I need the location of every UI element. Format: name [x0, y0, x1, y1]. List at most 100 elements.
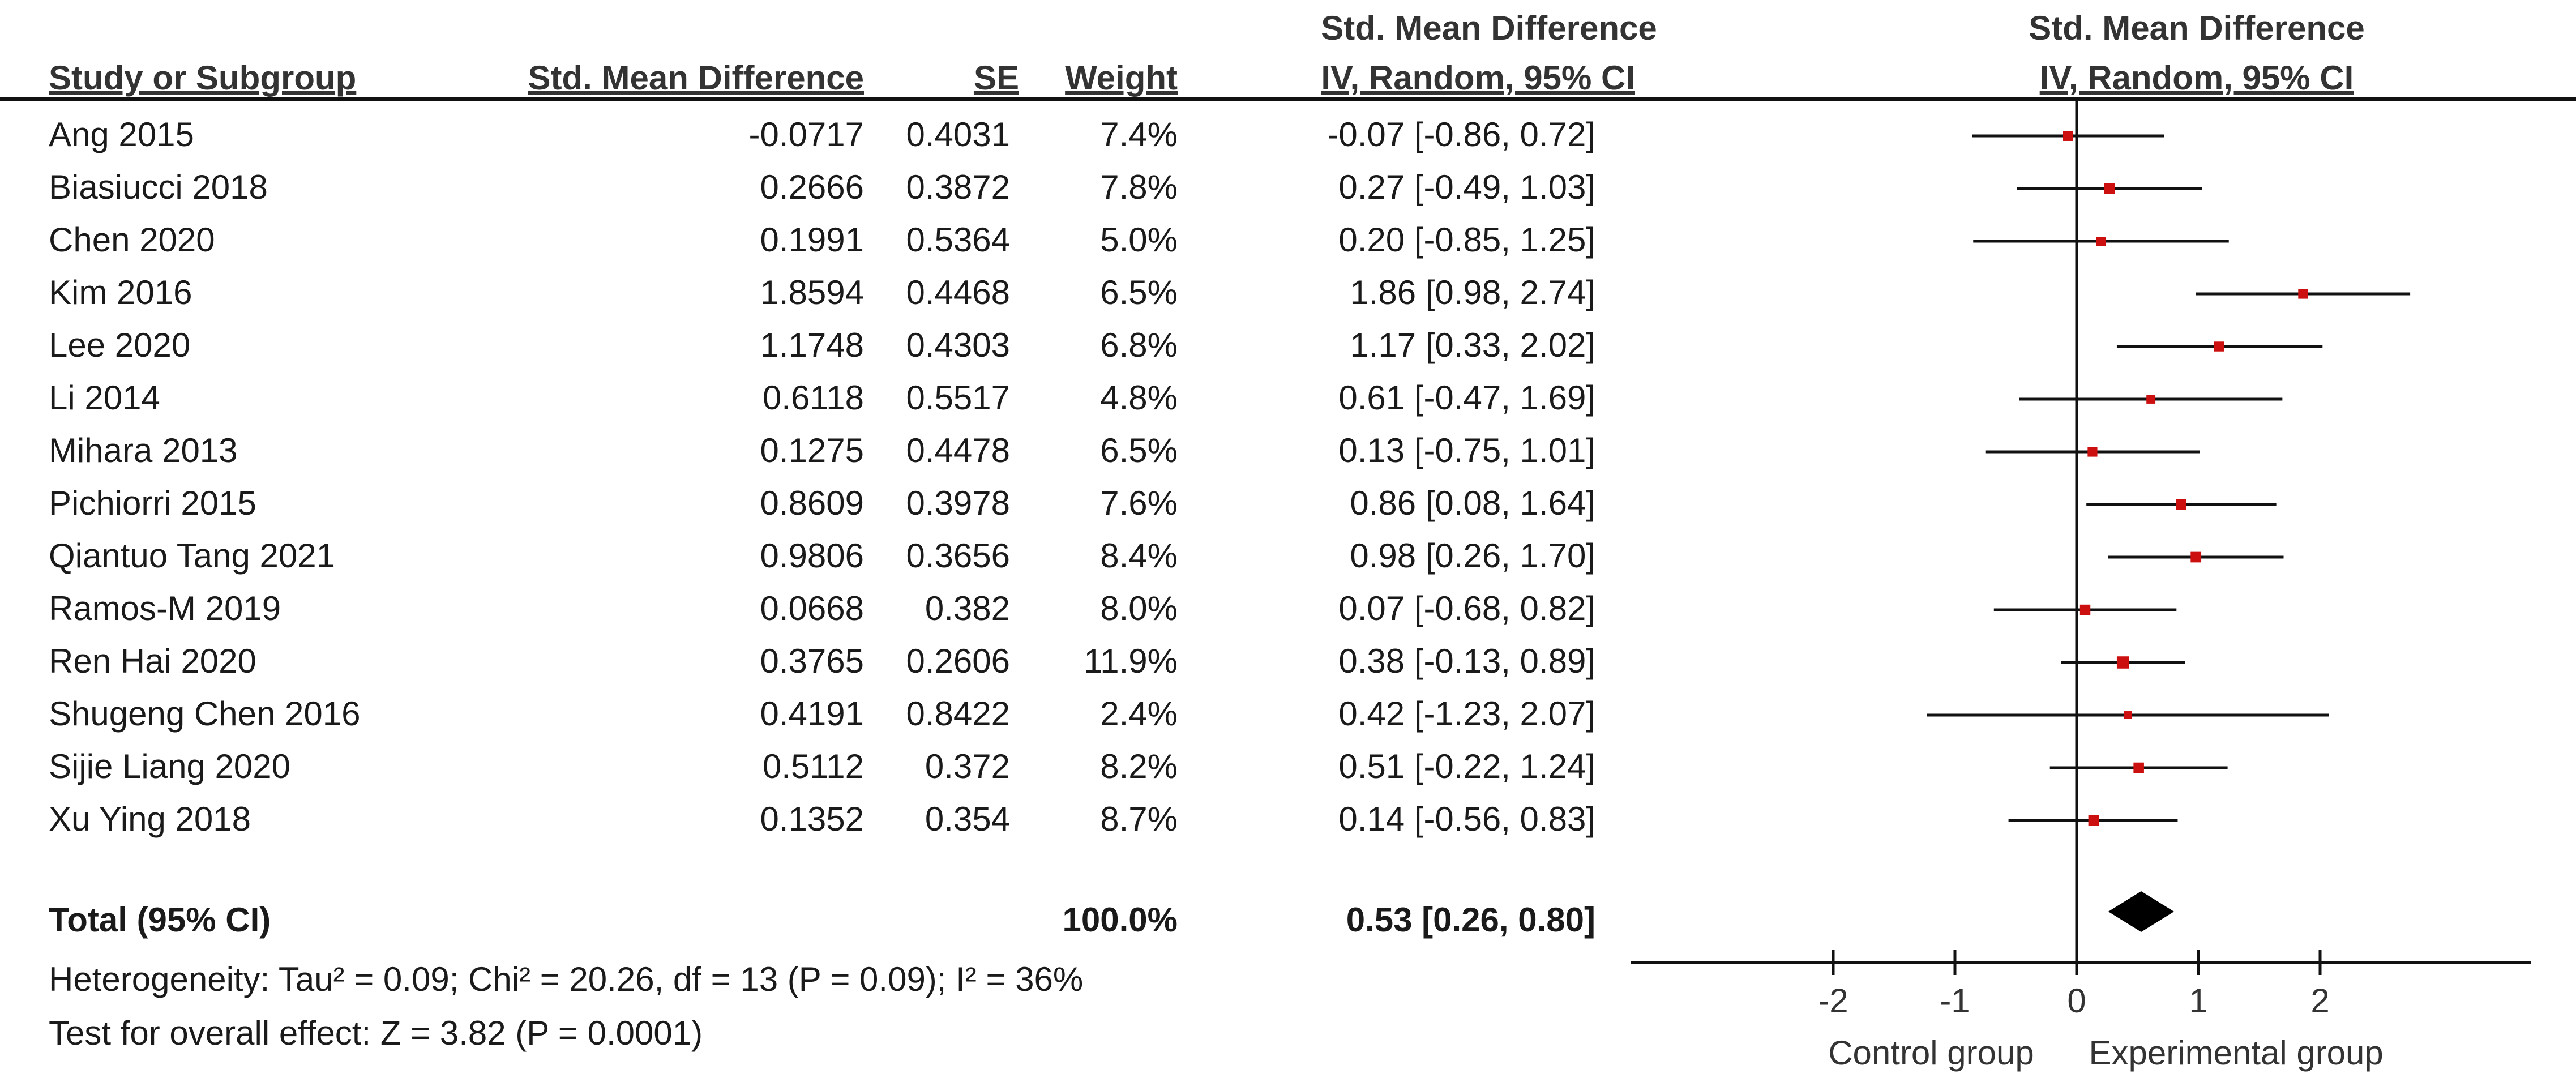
- effect-marker: [2214, 341, 2224, 352]
- col-header-study: Study or Subgroup: [49, 59, 357, 97]
- study-smd: 0.1275: [760, 431, 864, 469]
- study-weight: 7.4%: [1100, 116, 1178, 153]
- study-name: Ang 2015: [49, 116, 194, 153]
- col-header-weight: Weight: [1065, 59, 1178, 97]
- study-se: 0.4468: [906, 273, 1010, 311]
- study-smd: 0.6118: [762, 379, 864, 417]
- study-ci: 0.07 [-0.68, 0.82]: [1338, 589, 1595, 627]
- experimental-group-label: Experimental group: [2089, 1034, 2384, 1072]
- control-group-label: Control group: [1828, 1034, 2034, 1072]
- effect-marker: [2124, 711, 2132, 719]
- study-ci: -0.07 [-0.86, 0.72]: [1327, 116, 1595, 153]
- study-name: Ramos-M 2019: [49, 589, 281, 627]
- study-weight: 8.2%: [1100, 747, 1178, 785]
- study-name: Kim 2016: [49, 273, 192, 311]
- study-smd: 0.1991: [760, 221, 864, 259]
- study-ci: 1.17 [0.33, 2.02]: [1350, 326, 1595, 364]
- effect-marker: [2088, 815, 2099, 826]
- study-se: 0.5364: [906, 221, 1010, 259]
- x-tick-label: -1: [1940, 982, 1970, 1020]
- study-weight: 8.4%: [1100, 537, 1178, 575]
- effect-marker: [2116, 656, 2129, 669]
- effect-marker: [2079, 604, 2091, 615]
- study-weight: 8.0%: [1100, 589, 1178, 627]
- study-weight: 6.5%: [1100, 273, 1178, 311]
- study-weight: 7.6%: [1100, 484, 1178, 522]
- study-smd: 0.5112: [762, 747, 864, 785]
- total-weight: 100.0%: [1062, 901, 1178, 939]
- study-ci: 0.14 [-0.56, 0.83]: [1338, 800, 1595, 838]
- study-name: Qiantuo Tang 2021: [49, 537, 335, 575]
- effect-marker: [2087, 447, 2098, 457]
- effect-marker: [2298, 289, 2308, 299]
- ci-group-title: Std. Mean Difference: [1321, 9, 1657, 47]
- effect-marker: [2062, 131, 2073, 141]
- study-ci: 0.86 [0.08, 1.64]: [1350, 484, 1595, 522]
- pooled-diamond: [2108, 891, 2174, 932]
- overall-effect-text: Test for overall effect: Z = 3.82 (P = 0…: [49, 1014, 703, 1052]
- study-se: 0.372: [925, 747, 1010, 785]
- heterogeneity-text: Heterogeneity: Tau² = 0.09; Chi² = 20.26…: [49, 960, 1084, 998]
- study-smd: 0.4191: [760, 695, 864, 733]
- study-name: Xu Ying 2018: [49, 800, 251, 838]
- study-weight: 8.7%: [1100, 800, 1178, 838]
- study-ci: 0.38 [-0.13, 0.89]: [1338, 642, 1595, 680]
- total-label: Total (95% CI): [49, 901, 271, 939]
- study-se: 0.4303: [906, 326, 1010, 364]
- total-ci: 0.53 [0.26, 0.80]: [1346, 901, 1595, 939]
- study-ci: 1.86 [0.98, 2.74]: [1350, 273, 1595, 311]
- study-ci: 0.98 [0.26, 1.70]: [1350, 537, 1595, 575]
- study-se: 0.4478: [906, 431, 1010, 469]
- study-se: 0.382: [925, 589, 1010, 627]
- col-header-se: SE: [973, 59, 1019, 97]
- study-name: Shugeng Chen 2016: [49, 695, 361, 733]
- study-name: Biasiucci 2018: [49, 168, 268, 206]
- study-smd: -0.0717: [748, 116, 865, 153]
- effect-marker: [2146, 395, 2156, 404]
- study-weight: 2.4%: [1100, 695, 1178, 733]
- study-smd: 0.1352: [760, 800, 864, 838]
- study-smd: 0.0668: [760, 589, 864, 627]
- study-se: 0.4031: [906, 116, 1010, 153]
- study-name: Lee 2020: [49, 326, 191, 364]
- study-name: Ren Hai 2020: [49, 642, 256, 680]
- study-name: Sijie Liang 2020: [49, 747, 291, 785]
- x-tick-label: 0: [2067, 982, 2086, 1020]
- study-weight: 7.8%: [1100, 168, 1178, 206]
- study-se: 0.354: [925, 800, 1010, 838]
- study-weight: 6.8%: [1100, 326, 1178, 364]
- study-ci: 0.27 [-0.49, 1.03]: [1338, 168, 1595, 206]
- effect-marker: [2104, 183, 2115, 194]
- study-weight: 4.8%: [1100, 379, 1178, 417]
- study-se: 0.3872: [906, 168, 1010, 206]
- col-header-ci: IV, Random, 95% CI: [1321, 59, 1635, 97]
- study-se: 0.8422: [906, 695, 1010, 733]
- x-tick-label: 2: [2310, 982, 2329, 1020]
- study-smd: 0.3765: [760, 642, 864, 680]
- study-ci: 0.42 [-1.23, 2.07]: [1338, 695, 1595, 733]
- study-ci: 0.51 [-0.22, 1.24]: [1338, 747, 1595, 785]
- study-name: Mihara 2013: [49, 431, 238, 469]
- effect-marker: [2176, 499, 2186, 510]
- study-name: Chen 2020: [49, 221, 215, 259]
- study-name: Li 2014: [49, 379, 160, 417]
- effect-marker: [2190, 551, 2202, 563]
- study-smd: 0.9806: [760, 537, 864, 575]
- study-ci: 0.61 [-0.47, 1.69]: [1338, 379, 1595, 417]
- effect-marker: [2096, 237, 2106, 246]
- effect-marker: [2133, 762, 2144, 773]
- study-smd: 1.1748: [760, 326, 864, 364]
- col-header-plot: IV, Random, 95% CI: [2039, 59, 2354, 97]
- study-weight: 6.5%: [1100, 431, 1178, 469]
- study-smd: 0.8609: [760, 484, 864, 522]
- study-weight: 11.9%: [1084, 642, 1178, 680]
- study-ci: 0.20 [-0.85, 1.25]: [1338, 221, 1595, 259]
- header-rule: [0, 97, 2576, 101]
- study-se: 0.3656: [906, 537, 1010, 575]
- study-name: Pichiorri 2015: [49, 484, 256, 522]
- study-smd: 1.8594: [760, 273, 864, 311]
- x-tick-label: -2: [1818, 982, 1848, 1020]
- study-smd: 0.2666: [760, 168, 864, 206]
- study-se: 0.3978: [906, 484, 1010, 522]
- study-weight: 5.0%: [1100, 221, 1178, 259]
